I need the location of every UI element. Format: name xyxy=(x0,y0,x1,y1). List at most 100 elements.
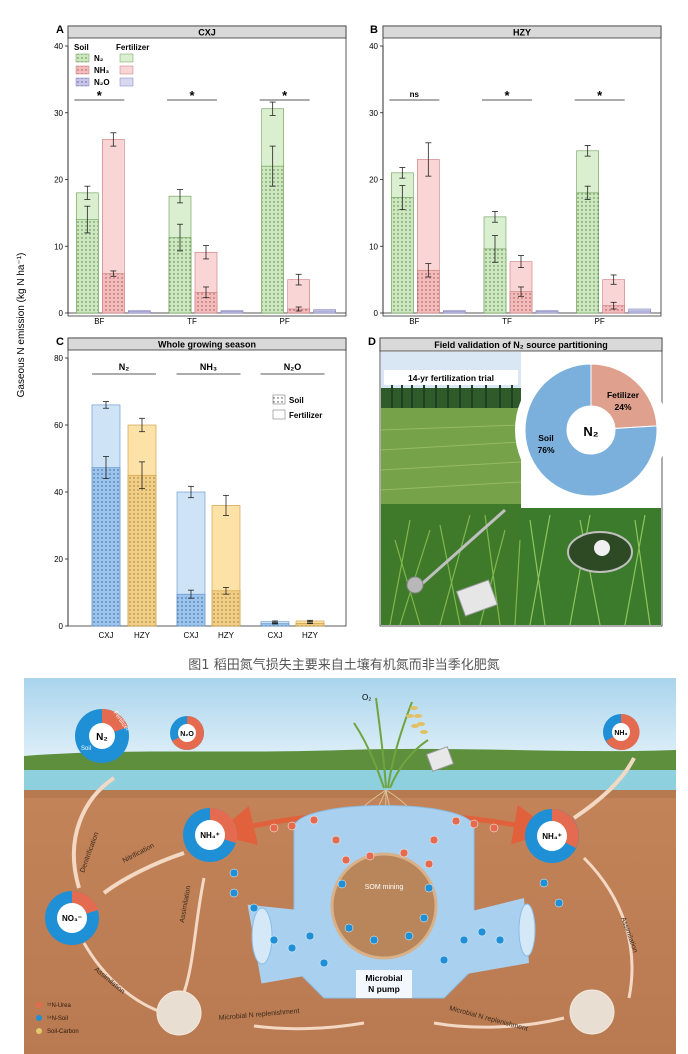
panel-d-letter: D xyxy=(368,336,376,348)
particle-1 xyxy=(287,821,297,831)
particle-21 xyxy=(495,935,505,945)
xtick-label-c-3: HZY xyxy=(218,631,235,640)
donut-soil-label: Soil xyxy=(538,433,554,443)
ytick-label-b-3: 30 xyxy=(369,109,378,118)
nh3-donut-sky: NH₃ xyxy=(603,713,640,750)
ytick-label-c-0: 0 xyxy=(59,622,64,631)
sig-mark-b-2: * xyxy=(597,88,603,103)
particle-4 xyxy=(469,819,479,829)
panel-b-letter: B xyxy=(370,24,378,36)
panel-c-letter: C xyxy=(56,336,64,348)
bar-soil-a-0-2 xyxy=(128,311,151,314)
particle-12 xyxy=(344,923,354,933)
pump-label-2: N pump xyxy=(368,984,400,994)
panel-c-legend: Soil Fertilizer xyxy=(272,394,322,420)
particle-10 xyxy=(337,879,347,889)
sig-mark-b-1: * xyxy=(504,88,510,103)
particle-2 xyxy=(309,815,319,825)
bar-soil-a-2-0 xyxy=(261,165,284,314)
particle-11 xyxy=(424,883,434,893)
panel-d-title: Field validation of N₂ source partitioni… xyxy=(434,340,608,350)
ytick-label-a-3: 30 xyxy=(54,109,63,118)
particle-30 xyxy=(429,835,439,845)
legend-soil-carbon: Soil-Carbon xyxy=(47,1029,79,1035)
xtick-label-b-0: BF xyxy=(409,317,419,326)
n2o-donut-sky: N₂O xyxy=(170,716,204,750)
particle-16 xyxy=(269,935,279,945)
figure-panels: CXJ HZY Whole growing season Field valid… xyxy=(16,24,663,640)
xtick-label-c-2: CXJ xyxy=(183,631,198,640)
nh4-donut-left: NH₄⁺ xyxy=(183,807,238,862)
bar-c-soil-1 xyxy=(127,474,157,627)
bar-soil-b-2-0 xyxy=(576,192,599,314)
ytick-label-c-2: 40 xyxy=(54,488,63,497)
group-label-c-1: NH₃ xyxy=(200,362,217,372)
particle-28 xyxy=(439,955,449,965)
bar-soil-b-0-2 xyxy=(443,311,466,314)
chart-c: 0 20 40 60 80 CXJ HZY CXJ HZY CXJ HZY N₂ NH₃ N₂O xyxy=(54,354,325,640)
sig-mark-a-1: * xyxy=(189,88,195,103)
nh4-right-label: NH₄⁺ xyxy=(542,832,562,841)
xtick-label-c-5: HZY xyxy=(302,631,319,640)
particle-9 xyxy=(424,859,434,869)
xtick-label-c-1: HZY xyxy=(134,631,151,640)
rice-plant: O₂ xyxy=(353,693,455,789)
donut-fert-pct: 24% xyxy=(614,402,631,412)
panel-a-title: CXJ xyxy=(198,28,216,38)
photo-label: 14-yr fertilization trial xyxy=(408,373,494,383)
ytick-label-b-4: 40 xyxy=(369,42,378,51)
particle-3 xyxy=(451,816,461,826)
panel-c-title: Whole growing season xyxy=(158,340,256,350)
bar-soil-a-2-2 xyxy=(313,310,336,314)
legend-soil-n: ¹⁴N-Soil xyxy=(47,1015,68,1022)
som-mining-label: SOM mining xyxy=(365,884,404,891)
n-particles xyxy=(229,815,564,968)
xtick-label-a-1: TF xyxy=(187,317,197,326)
ytick-label-b-2: 20 xyxy=(369,176,378,185)
donut-soil-pct: 76% xyxy=(537,445,554,455)
y-axis-label: Gaseous N emission (kg N ha⁻¹) xyxy=(16,253,27,398)
particle-14 xyxy=(404,931,414,941)
bar-c-soil-3 xyxy=(211,590,241,627)
legend-c-fert: Fertilizer xyxy=(289,411,322,420)
legend-urea: ¹⁵N-Urea xyxy=(47,1002,71,1009)
microbial-pump: SOM mining Microbial N pump xyxy=(247,805,536,999)
sig-mark-a-0: * xyxy=(97,88,103,103)
bar-c-soil-2 xyxy=(176,593,206,627)
particle-15 xyxy=(419,913,429,923)
nh4-donut-right: NH₄⁺ xyxy=(525,809,579,863)
chart-b: 0 10 20 30 40 BF ns TF * PF * xyxy=(369,42,661,326)
legend-soil-header: Soil xyxy=(74,43,89,52)
donut-center-label: N₂ xyxy=(583,424,598,439)
ytick-label-b-0: 0 xyxy=(374,309,379,318)
group-label-c-2: N₂O xyxy=(284,362,302,372)
ytick-label-a-0: 0 xyxy=(59,309,64,318)
sig-mark-b-0: ns xyxy=(410,90,420,99)
schematic-legend: ¹⁵N-Urea ¹⁴N-Soil Soil-Carbon xyxy=(36,1002,79,1035)
particle-13 xyxy=(369,935,379,945)
bar-soil-a-0-0 xyxy=(76,219,99,314)
xtick-label-b-1: TF xyxy=(502,317,512,326)
xtick-label-c-4: CXJ xyxy=(267,631,282,640)
donut-fert-label: Fetilizer xyxy=(607,390,640,400)
panel-a-letter: A xyxy=(56,24,64,36)
particle-27 xyxy=(319,958,329,968)
figure-caption: 图1 稻田氮气损失主要来自土壤有机氮而非当季化肥氮 xyxy=(188,658,500,673)
panel-a-legend: Soil Fertilizer N₂ NH₃ N₂O xyxy=(74,43,149,87)
particle-29 xyxy=(331,835,341,845)
no3-donut: NO₃⁻ xyxy=(45,890,99,945)
pump-label-1: Microbial xyxy=(365,973,402,983)
bar-soil-a-1-2 xyxy=(220,311,244,314)
bar-c-soil-0 xyxy=(91,467,121,627)
legend-n2o: N₂O xyxy=(94,78,110,87)
xtick-label-b-2: PF xyxy=(595,317,605,326)
xtick-label-c-0: CXJ xyxy=(98,631,113,640)
panel-b-title: HZY xyxy=(513,28,531,38)
group-label-c-0: N₂ xyxy=(119,362,130,372)
legend-fert-header: Fertilizer xyxy=(116,43,149,52)
xtick-label-a-0: BF xyxy=(94,317,104,326)
ytick-label-c-4: 80 xyxy=(54,354,63,363)
sky-nh3-label: NH₃ xyxy=(614,730,627,737)
particle-5 xyxy=(489,823,499,833)
legend-c-soil: Soil xyxy=(289,396,304,405)
